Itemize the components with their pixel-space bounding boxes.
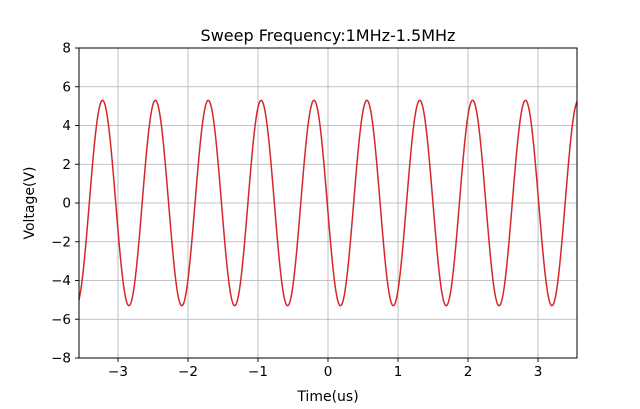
x-tick-label: −3 <box>108 364 128 380</box>
y-tick-label: −4 <box>51 273 71 289</box>
axis-ticks <box>75 47 539 362</box>
x-tick-label: 0 <box>324 364 333 380</box>
tick-labels: −3 −2 −1 0 1 2 3 −8 −6 −4 −2 0 2 4 6 8 <box>51 41 542 381</box>
chart-title: Sweep Frequency:1MHz-1.5MHz <box>201 26 456 45</box>
y-tick-label: −2 <box>51 234 71 250</box>
y-tick-label: 6 <box>62 79 71 95</box>
y-tick-label: 4 <box>62 118 71 134</box>
x-tick-label: 3 <box>534 364 543 380</box>
y-tick-label: 0 <box>62 196 71 212</box>
y-axis-label: Voltage(V) <box>22 166 38 239</box>
x-tick-label: −2 <box>178 364 198 380</box>
x-axis-label: Time(us) <box>296 389 358 405</box>
x-tick-label: −1 <box>248 364 268 380</box>
x-tick-label: 1 <box>394 364 403 380</box>
y-tick-label: 2 <box>62 157 71 173</box>
y-tick-label: −8 <box>51 351 71 367</box>
y-tick-label: 8 <box>62 41 71 57</box>
y-tick-label: −6 <box>51 312 71 328</box>
waveform-line <box>78 99 578 307</box>
x-tick-label: 2 <box>464 364 473 380</box>
